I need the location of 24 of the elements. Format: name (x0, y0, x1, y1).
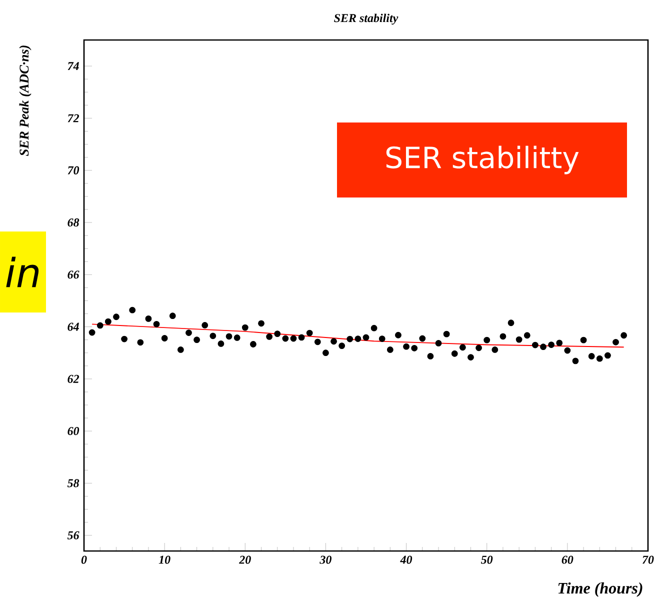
y-tick-label: 64 (68, 322, 79, 331)
y-tick-label: 66 (68, 270, 80, 279)
annotation: SER stabilitty (386, 146, 579, 174)
y-tick-label: 58 (67, 479, 80, 488)
x-tick-label: 30 (320, 556, 332, 564)
y-axis-title: SER Peak (ADC·ns) (19, 46, 32, 156)
y-tick-label: 60 (68, 427, 80, 436)
y-tick-label: 56 (67, 531, 80, 540)
x-tick-label: 20 (238, 556, 251, 564)
x-tick-label: 60 (562, 556, 574, 564)
y-tick-label: 68 (68, 218, 80, 227)
x-tick-label: 10 (158, 556, 170, 564)
line-series (92, 324, 624, 348)
y-tick-label: 72 (68, 114, 80, 122)
y-tick-label: 62 (68, 374, 80, 383)
x-axis-title: Time (hours) (558, 582, 642, 597)
text: in (6, 256, 39, 288)
y-tick-label: 70 (68, 166, 80, 174)
x-tick-label: 40 (400, 556, 412, 564)
y-tick-label: 74 (68, 62, 79, 70)
chart-title: SER stability (334, 14, 398, 25)
x-tick-label: 50 (480, 556, 493, 564)
x-tick-label: 70 (642, 556, 654, 564)
x-tick-label: 0 (81, 556, 87, 564)
